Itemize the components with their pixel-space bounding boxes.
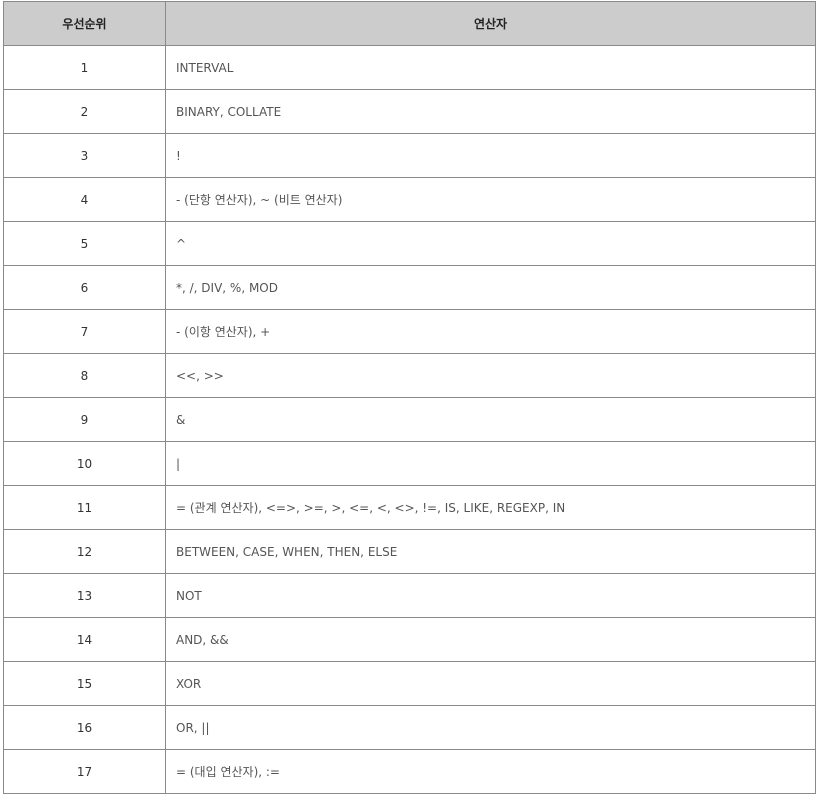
- rank-cell: 6: [3, 265, 166, 310]
- rank-cell: 11: [3, 485, 166, 530]
- operators-cell: NOT: [165, 573, 816, 618]
- table-row: 12 BETWEEN, CASE, WHEN, THEN, ELSE: [3, 529, 816, 574]
- header-row: 우선순위 연산자: [3, 1, 816, 46]
- operators-cell: = (대입 연산자), :=: [165, 749, 816, 794]
- rank-cell: 12: [3, 529, 166, 574]
- rank-cell: 5: [3, 221, 166, 266]
- table-row: 13 NOT: [3, 573, 816, 618]
- table-row: 6 *, /, DIV, %, MOD: [3, 265, 816, 310]
- operators-cell: = (관계 연산자), <=>, >=, >, <=, <, <>, !=, I…: [165, 485, 816, 530]
- operator-precedence-table: 우선순위 연산자 1 INTERVAL 2 BINARY, COLLATE 3 …: [3, 1, 816, 794]
- table-header: 우선순위 연산자: [3, 1, 816, 46]
- rank-cell: 17: [3, 749, 166, 794]
- table-row: 9 &: [3, 397, 816, 442]
- table-row: 1 INTERVAL: [3, 45, 816, 90]
- table-row: 4 - (단항 연산자), ~ (비트 연산자): [3, 177, 816, 222]
- table-row: 10 |: [3, 441, 816, 486]
- rank-cell: 9: [3, 397, 166, 442]
- operators-cell: BETWEEN, CASE, WHEN, THEN, ELSE: [165, 529, 816, 574]
- operators-cell: |: [165, 441, 816, 486]
- operators-cell: !: [165, 133, 816, 178]
- rank-cell: 3: [3, 133, 166, 178]
- table-row: 16 OR, ||: [3, 705, 816, 750]
- rank-cell: 2: [3, 89, 166, 134]
- operators-cell: OR, ||: [165, 705, 816, 750]
- rank-cell: 13: [3, 573, 166, 618]
- header-operators: 연산자: [165, 1, 816, 46]
- operators-cell: AND, &&: [165, 617, 816, 662]
- table-row: 2 BINARY, COLLATE: [3, 89, 816, 134]
- operators-cell: - (단항 연산자), ~ (비트 연산자): [165, 177, 816, 222]
- table-row: 14 AND, &&: [3, 617, 816, 662]
- rank-cell: 10: [3, 441, 166, 486]
- operators-cell: XOR: [165, 661, 816, 706]
- table-row: 8 <<, >>: [3, 353, 816, 398]
- rank-cell: 15: [3, 661, 166, 706]
- header-rank: 우선순위: [3, 1, 166, 46]
- operators-cell: *, /, DIV, %, MOD: [165, 265, 816, 310]
- operators-cell: ^: [165, 221, 816, 266]
- rank-cell: 14: [3, 617, 166, 662]
- operators-cell: - (이항 연산자), +: [165, 309, 816, 354]
- operators-cell: &: [165, 397, 816, 442]
- table-row: 5 ^: [3, 221, 816, 266]
- table-row: 11 = (관계 연산자), <=>, >=, >, <=, <, <>, !=…: [3, 485, 816, 530]
- operators-cell: BINARY, COLLATE: [165, 89, 816, 134]
- table-body: 1 INTERVAL 2 BINARY, COLLATE 3 ! 4 - (단항…: [3, 45, 816, 794]
- table-row: 15 XOR: [3, 661, 816, 706]
- table-row: 7 - (이항 연산자), +: [3, 309, 816, 354]
- rank-cell: 4: [3, 177, 166, 222]
- rank-cell: 1: [3, 45, 166, 90]
- rank-cell: 16: [3, 705, 166, 750]
- operators-cell: INTERVAL: [165, 45, 816, 90]
- operators-cell: <<, >>: [165, 353, 816, 398]
- rank-cell: 7: [3, 309, 166, 354]
- table-row: 3 !: [3, 133, 816, 178]
- table-row: 17 = (대입 연산자), :=: [3, 749, 816, 794]
- rank-cell: 8: [3, 353, 166, 398]
